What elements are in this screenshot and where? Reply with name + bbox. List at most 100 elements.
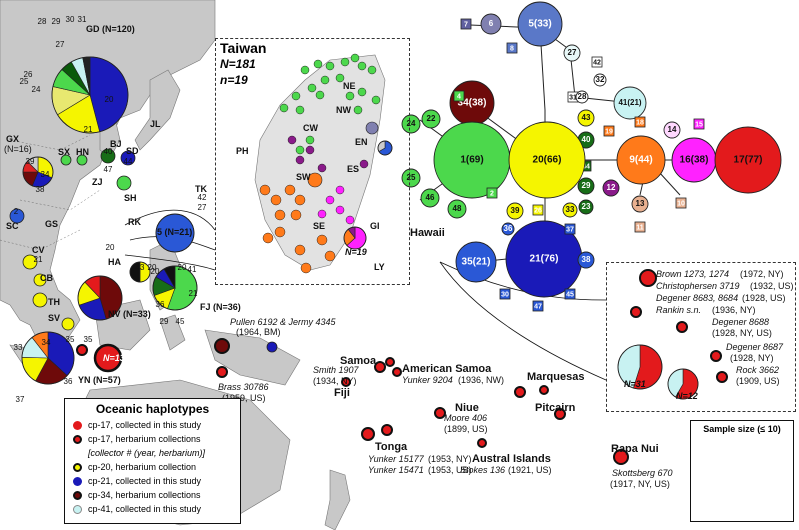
oceanic-haplotypes-legend: Oceanic haplotypes cp-17, collected in t… (64, 398, 241, 524)
legend-swatch (73, 505, 82, 514)
island-austral: Austral Islands (472, 454, 551, 466)
node-label: 8 (510, 45, 514, 52)
pie-number: 37 (16, 395, 25, 404)
node-label: 11 (636, 224, 644, 231)
label-gx-n: (N=16) (4, 145, 32, 154)
note-yunker15471: Yunker 15471 (368, 466, 424, 475)
label-bj: BJ (110, 140, 122, 149)
pie-number: 34 (41, 170, 50, 179)
node-label: 21(76) (530, 254, 559, 265)
pie-number: 24 (32, 85, 41, 94)
pie-number: 20 (151, 267, 160, 276)
legend-swatch (73, 477, 82, 486)
label-gs: GS (45, 220, 58, 229)
island-niue: Niue (455, 403, 479, 415)
label-fj: FJ (N=36) (200, 303, 241, 312)
pie-number: 20 (106, 243, 115, 252)
hawaii-christophersen-when: (1932, US) (750, 282, 794, 291)
tw-es: ES (347, 165, 359, 174)
hawaii-degener8687-when: (1928, NY) (730, 354, 774, 363)
label-sc: SC (6, 222, 19, 231)
node-label: 43 (582, 113, 591, 122)
note-smith-when: (1934, NY) (313, 377, 357, 386)
hawaii-degener8683: Degener 8683, 8684 (656, 294, 738, 303)
note-yunker15177: Yunker 15177 (368, 455, 424, 464)
hawaii-n31: N=31 (624, 380, 646, 389)
legend-swatch (73, 463, 82, 472)
legend-item-cp20-herbarium: cp-20, herbarium collection (73, 461, 196, 473)
pie-number: 20 (105, 95, 114, 104)
hawaii-degener8687: Degener 8687 (726, 343, 783, 352)
node-label: 28 (578, 92, 587, 101)
tw-cw: CW (303, 124, 318, 133)
legend-swatch (73, 491, 82, 500)
legend-item-cp34-herbarium: cp-34, herbarium collections (73, 489, 201, 501)
label-zj: ZJ (92, 178, 103, 187)
label-sv: SV (48, 314, 60, 323)
node-label: 48 (453, 204, 462, 213)
pie-number: 29 (160, 317, 169, 326)
pie-number: 28 (38, 17, 47, 26)
island-samoa: Samoa (340, 356, 376, 368)
legend-label: [collector # (year, herbarium)] (88, 448, 205, 458)
label-tk: TK (195, 185, 207, 194)
hawaii-brown-when: (1972, NY) (740, 270, 784, 279)
hawaii-brown: Brown 1273, 1274 (656, 270, 729, 279)
pie-number: 27 (56, 40, 65, 49)
taiwan-total-n: N=181 (220, 57, 256, 71)
note-pullen-when: (1964, BM) (236, 328, 281, 337)
pie-number: 38 (36, 185, 45, 194)
tw-sw: SW (296, 173, 311, 182)
note-stokes: Stokes 136 (460, 466, 505, 475)
pie-number: 45 (176, 317, 185, 326)
node-label: 1(69) (460, 155, 483, 166)
label-sh: SH (124, 194, 137, 203)
legend-label: cp-34, herbarium collections (88, 490, 201, 500)
pie-number: 47 (104, 165, 113, 174)
pie-number: 42 (198, 193, 207, 202)
legend-label: cp-17, collected in this study (88, 420, 201, 430)
legend-swatch (73, 435, 82, 444)
note-brass: Brass 30786 (218, 383, 269, 392)
pt-samoa-2 (386, 358, 394, 366)
hawaii-rankin: Rankin s.n. (656, 306, 701, 315)
label-ha: HA (108, 258, 121, 267)
taiwan-site-n: n=19 (220, 73, 248, 87)
island-hawaii: Hawaii (410, 228, 445, 240)
pie-number: 25 (20, 77, 29, 86)
pt-marquesas-2 (540, 386, 548, 394)
label-hn: HN (76, 148, 89, 157)
legend-item-cp21-study: cp-21, collected in this study (73, 475, 201, 487)
pt-am-samoa (393, 368, 401, 376)
pie-number: 27 (198, 203, 207, 212)
node-label: 4 (457, 93, 461, 100)
node-label: 13 (636, 199, 645, 208)
node-label: 26 (534, 207, 542, 214)
node-label: 46 (426, 193, 435, 202)
legend-label: cp-21, collected in this study (88, 476, 201, 486)
pie-number: 36 (156, 300, 165, 309)
label-th: TH (48, 298, 60, 307)
label-cv: CV (32, 246, 45, 255)
legend-label: cp-17, herbarium collections (88, 434, 201, 444)
island-tonga: Tonga (375, 442, 407, 454)
new-zealand (325, 470, 350, 530)
tw-ly: LY (374, 263, 385, 272)
pie-number: 43 (136, 263, 145, 272)
node-label: 38 (582, 255, 591, 264)
island-american-samoa: American Samoa (402, 364, 491, 376)
tw-gi: GI (370, 222, 380, 231)
node-label: 33 (566, 205, 575, 214)
legend-item-cp17-study: cp-17, collected in this study (73, 419, 201, 431)
note-yunker9204: Yunker 9204 (402, 376, 453, 385)
tw-ph: PH (236, 147, 249, 156)
pie-number: 2 (14, 207, 19, 216)
pt-pullen (215, 339, 229, 353)
node-label: 32 (596, 75, 605, 84)
hawaii-degener8683-when: (1928, US) (742, 294, 786, 303)
sample-size-legend: Sample size (≤ 10) (690, 420, 794, 522)
node-label: 41(21) (618, 98, 641, 107)
label-jl: JL (150, 120, 161, 129)
node-label: 20(66) (533, 155, 562, 166)
node-label: 27 (568, 48, 577, 57)
